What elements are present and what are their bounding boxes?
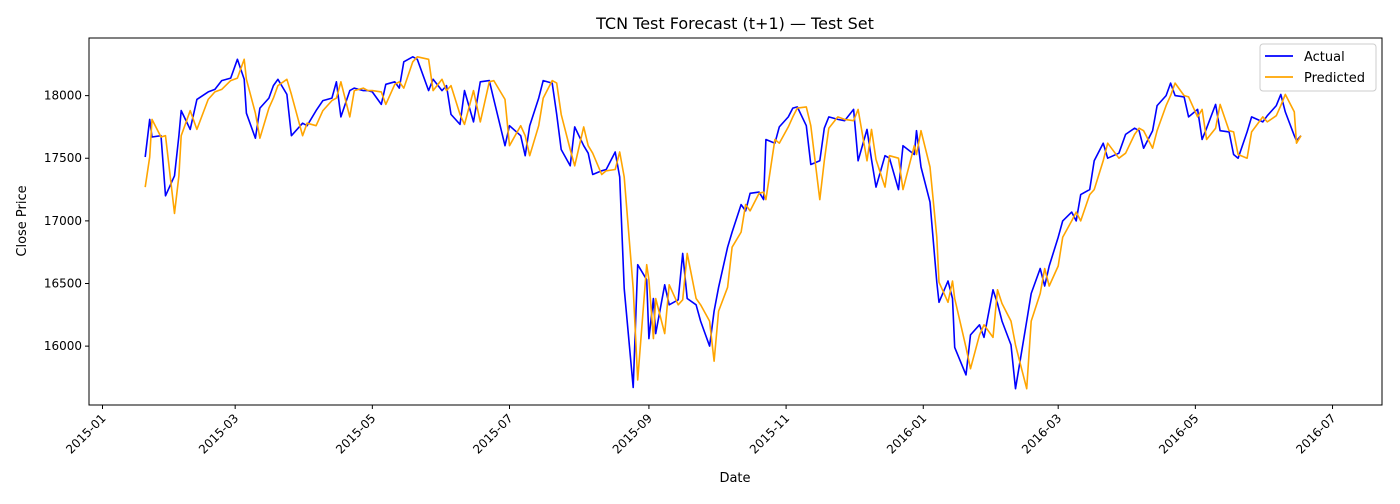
x-tick-label: 2015-01	[63, 411, 108, 456]
x-tick-label: 2016-01	[884, 411, 929, 456]
legend-label-actual: Actual	[1304, 50, 1345, 65]
series-line-actual	[144, 55, 1302, 390]
x-tick-label: 2015-09	[610, 411, 655, 456]
plot-area	[88, 37, 1383, 406]
series-line-predicted	[144, 55, 1302, 390]
chart-title: TCN Test Forecast (t+1) — Test Set	[595, 14, 874, 33]
x-tick-label: 2016-05	[1156, 411, 1201, 456]
x-tick-label: 2015-11	[747, 411, 792, 456]
y-tick-label: 18000	[44, 89, 82, 103]
x-tick-label: 2015-05	[333, 411, 378, 456]
x-tick-label: 2015-03	[196, 411, 241, 456]
y-tick-label: 16000	[44, 339, 82, 353]
x-tick-label: 2016-03	[1019, 411, 1064, 456]
x-tick-label: 2015-07	[470, 411, 515, 456]
x-axis-label: Date	[719, 471, 750, 486]
y-tick-label: 17500	[44, 151, 82, 165]
x-tick-label: 2016-07	[1293, 411, 1338, 456]
y-axis-label: Close Price	[15, 185, 30, 256]
legend: Actual Predicted	[1259, 43, 1377, 92]
y-tick-label: 16500	[44, 277, 82, 291]
legend-label-predicted: Predicted	[1304, 71, 1365, 86]
y-tick-label: 17000	[44, 214, 82, 228]
